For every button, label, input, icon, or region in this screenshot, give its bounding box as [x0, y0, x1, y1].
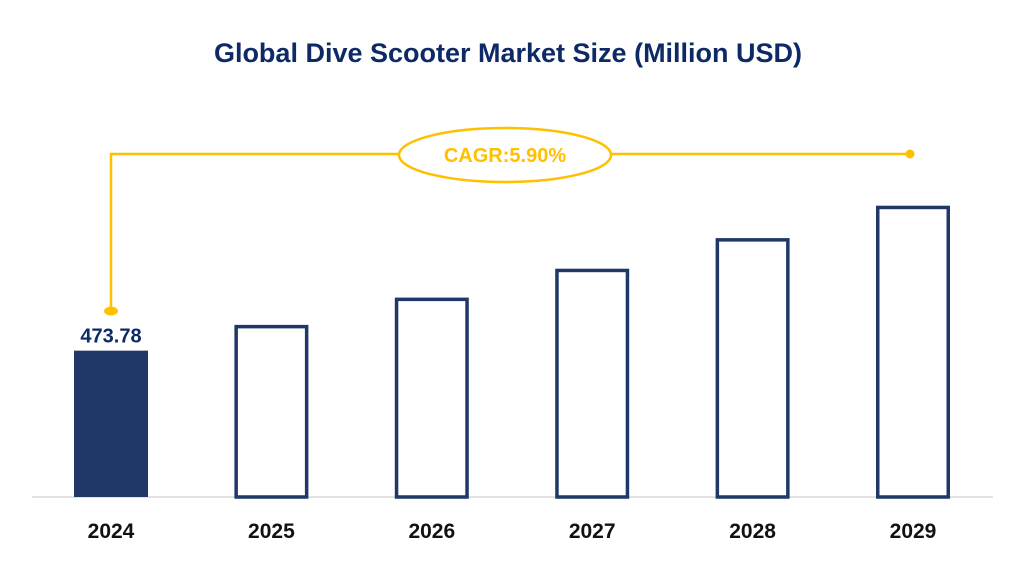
- x-tick-label: 2029: [890, 520, 937, 543]
- chart-title: Global Dive Scooter Market Size (Million…: [213, 38, 803, 68]
- cagr-connector-left: [109, 152, 399, 311]
- cagr-start-dot: [104, 306, 118, 316]
- cagr-ellipse: [397, 126, 613, 184]
- bar-2028: [715, 238, 790, 499]
- x-tick-label: 2024: [88, 520, 135, 543]
- data-label: 473.78: [80, 326, 141, 348]
- cagr-end-dot: [905, 149, 915, 159]
- cagr-label: CAGR:5.90%: [444, 145, 566, 167]
- bar-2024: [74, 350, 148, 497]
- x-tick-label: 2028: [729, 520, 776, 543]
- bar-2026: [394, 297, 469, 499]
- x-tick-label: 2025: [248, 520, 295, 543]
- cagr-annotation: CAGR:5.90%: [104, 126, 915, 316]
- bar-2027: [555, 268, 630, 499]
- bar-2029: [876, 205, 950, 499]
- x-tick-label: 2027: [569, 520, 616, 543]
- bar-2025: [234, 324, 309, 499]
- x-tick-label: 2026: [408, 520, 455, 543]
